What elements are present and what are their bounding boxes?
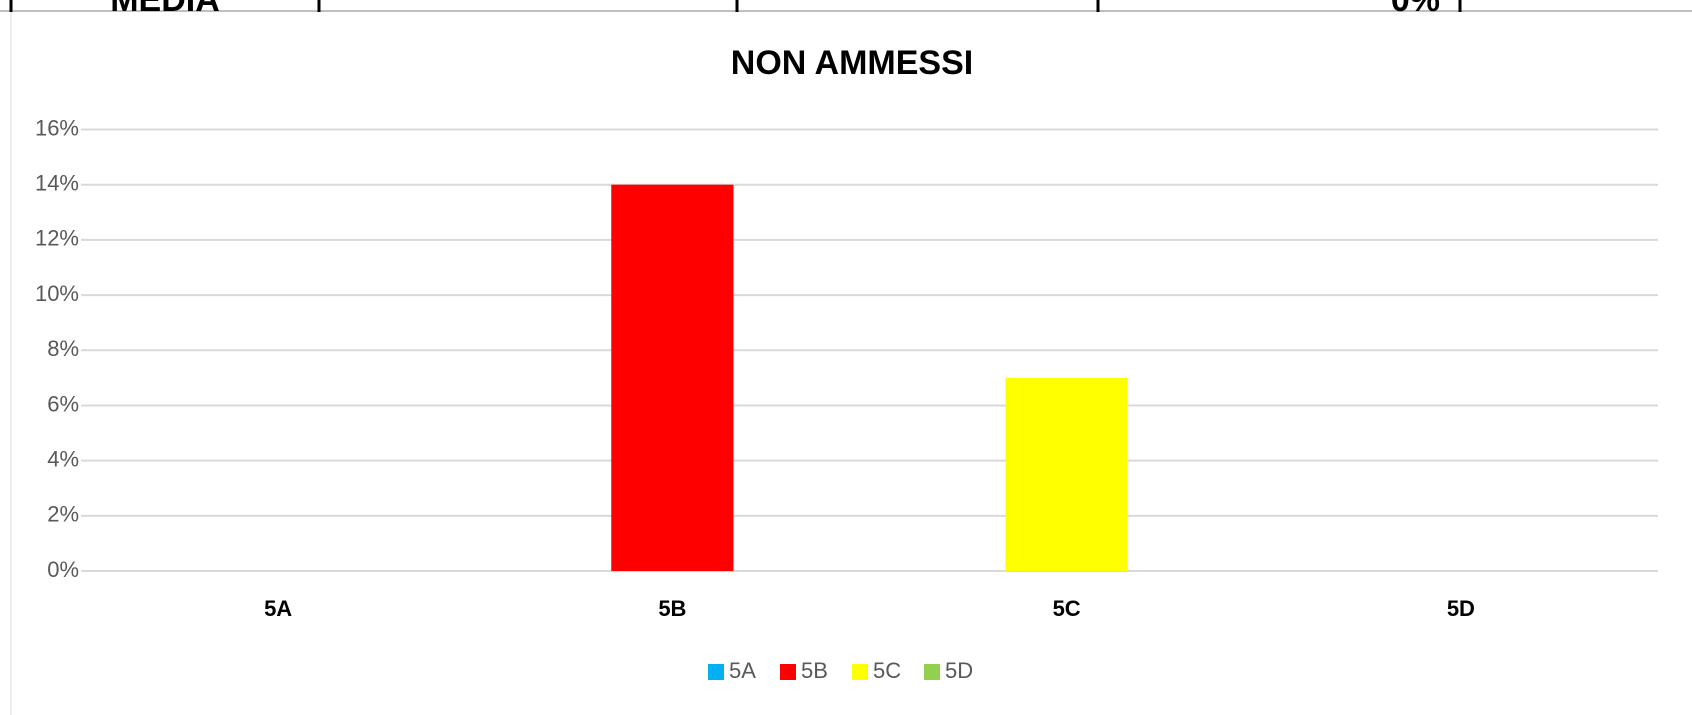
chart-title: NON AMMESSI <box>731 44 973 82</box>
x-tick-label: 5D <box>1447 596 1475 621</box>
y-tick-label: 0% <box>47 557 79 582</box>
legend-label: 5B <box>801 658 828 683</box>
bar <box>1005 377 1128 571</box>
y-tick-label: 10% <box>35 281 79 306</box>
legend-swatch <box>852 664 868 680</box>
legend-label: 5A <box>729 658 756 683</box>
table-cell: 0% <box>1391 0 1440 19</box>
cover <box>0 12 1692 16</box>
x-tick-label: 5C <box>1053 596 1081 621</box>
y-tick-label: 16% <box>35 115 79 140</box>
legend-label: 5D <box>945 658 973 683</box>
legend-swatch <box>924 664 940 680</box>
table-cell: MEDIA <box>110 0 220 19</box>
y-tick-label: 14% <box>35 171 79 196</box>
bar <box>611 184 734 571</box>
y-tick-label: 6% <box>47 391 79 416</box>
x-tick-label: 5A <box>264 596 292 621</box>
legend-swatch <box>780 664 796 680</box>
legend-label: 5C <box>873 658 901 683</box>
x-tick-label: 5B <box>658 596 686 621</box>
legend-swatch <box>708 664 724 680</box>
y-tick-label: 4% <box>47 446 79 471</box>
y-tick-label: 12% <box>35 226 79 251</box>
y-tick-label: 8% <box>47 336 79 361</box>
y-tick-label: 2% <box>47 502 79 527</box>
